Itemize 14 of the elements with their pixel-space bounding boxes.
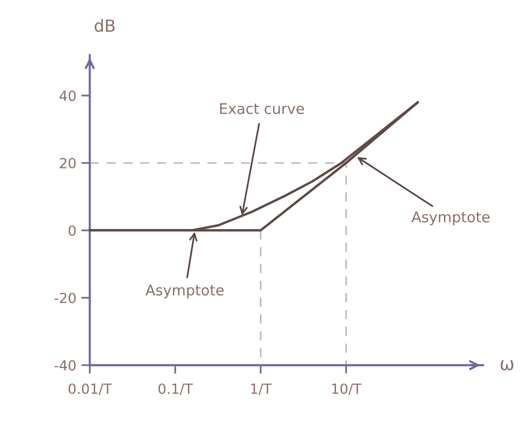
x-tick-label: 0.1/T: [158, 383, 193, 396]
y-tick-label: 20: [60, 158, 76, 168]
annotation: Exact curve: [220, 103, 304, 114]
x-tick-label: 0.01/T: [68, 383, 112, 396]
y-tick-label: 40: [60, 90, 76, 102]
x-tick-label: 10/T: [332, 383, 362, 396]
x-tick-label: 1/T: [251, 384, 272, 396]
y-tick-label: -20: [54, 292, 76, 304]
annotation: Asymptote: [411, 212, 490, 226]
annotation: Asymptote: [146, 284, 224, 298]
y-axis-title: dB: [94, 19, 115, 32]
y-tick-label: -40: [54, 360, 76, 371]
y-tick-label: 0: [68, 225, 76, 236]
x-axis-title: ω: [500, 360, 514, 370]
